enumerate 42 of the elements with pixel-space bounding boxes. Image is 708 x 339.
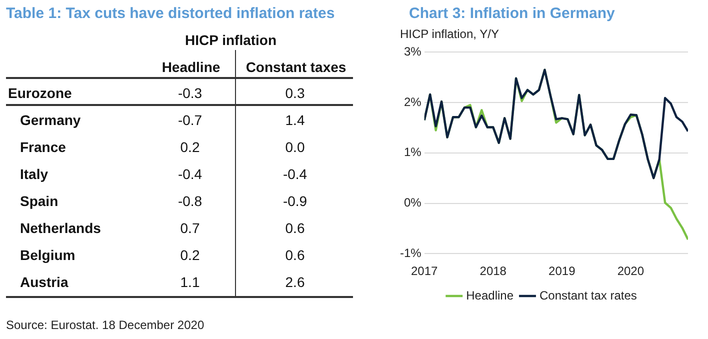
category-label: Italy [20, 166, 48, 182]
text: HICP inflation [185, 32, 277, 48]
data-label: -0.7 [176, 112, 204, 128]
category-label: Austria [20, 274, 68, 290]
y-tick-label: 3% [404, 44, 422, 59]
data-label: 0.7 [179, 220, 201, 236]
text: Table 1: Tax cuts have distorted inflation rates [6, 5, 335, 22]
source-note: Source: Eurostat. 18 December 2020 [6, 318, 204, 332]
legend-label: Headline [466, 288, 514, 302]
chart-title: Chart 3: Inflation in Germany [409, 5, 615, 22]
y-axis-title: HICP inflation, Y/Y [400, 27, 499, 41]
y-tick-label: -1% [400, 246, 422, 260]
x-tick-label: 2018 [480, 264, 507, 278]
data-label: 1.4 [284, 112, 306, 128]
data-label: 2.6 [284, 274, 306, 290]
category-label: Eurozone [8, 85, 72, 101]
category-label: France [20, 139, 66, 155]
data-label: -0.3 [176, 85, 204, 101]
y-tick-label: 1% [404, 145, 422, 160]
category-label: Belgium [20, 247, 76, 263]
x-tick-label: 2017 [410, 264, 438, 278]
data-label: -0.8 [176, 193, 204, 209]
data-label: 1.1 [179, 274, 201, 290]
data-label: 0.6 [284, 220, 306, 236]
y-tick-label: 2% [404, 94, 422, 109]
data-label: -0.4 [176, 166, 204, 182]
text: Headline [160, 59, 222, 75]
data-label: 0.6 [284, 247, 306, 263]
category-label: Spain [20, 193, 58, 209]
text: Constant taxes [244, 59, 348, 75]
category-label: Netherlands [20, 220, 101, 236]
category-label: Germany [20, 112, 81, 128]
data-label: 0.3 [284, 85, 306, 101]
data-label: -0.4 [282, 166, 308, 182]
x-tick-label: 2019 [548, 264, 576, 278]
data-label: 0.0 [284, 139, 306, 155]
x-tick-label: 2020 [617, 264, 644, 278]
legend-label: Constant tax rates [539, 288, 637, 302]
data-label: 0.2 [179, 139, 201, 155]
y-tick-label: 0% [404, 196, 422, 210]
data-label: 0.2 [179, 247, 201, 263]
data-label: -0.9 [282, 193, 308, 209]
